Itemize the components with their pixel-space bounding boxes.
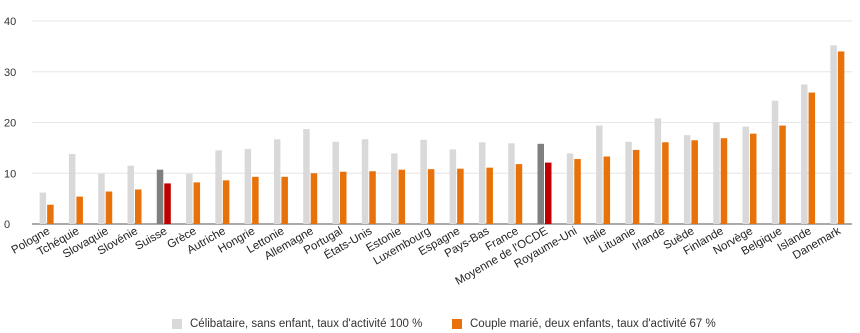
bar-single [478,142,486,224]
bar-couple [662,142,669,224]
bar-couple [779,125,786,224]
bar-couple [340,171,347,224]
y-tick-label: 10 [4,168,16,180]
bar-couple [369,171,376,224]
bar-single [215,150,222,224]
bar-couple [545,162,552,224]
bar-single [156,169,164,224]
legend-item-single: Célibataire, sans enfant, taux d'activit… [172,318,422,330]
bar-couple [486,167,493,224]
bar-couple [457,168,464,224]
legend-label-couple: Couple marié, deux enfants, taux d'activ… [470,318,716,330]
bar-single [713,122,720,224]
bar-single [801,84,808,224]
x-category-label: Irlande [631,225,667,253]
bar-single [361,139,369,224]
y-tick-label: 20 [4,118,16,130]
x-category-label: Suisse [133,225,169,253]
legend-label-single: Célibataire, sans enfant, taux d'activit… [190,318,423,330]
bar-couple [252,176,259,224]
bar-single [508,143,515,224]
bar-couple [837,51,845,225]
bar-single [537,143,544,224]
bar-single [273,139,281,224]
bar-single [98,173,105,224]
bar-single [420,139,427,224]
bars [39,45,845,225]
bar-single [771,100,779,224]
bar-couple [720,138,728,224]
bar-couple [750,133,757,224]
y-axis-ticks: 0 10 20 30 40 [4,16,16,231]
y-tick-label: 0 [4,219,10,231]
bar-couple [515,164,523,224]
bar-single [244,148,252,224]
bar-couple [222,180,230,224]
y-tick-label: 30 [4,67,16,79]
bar-single [742,126,749,224]
bar-couple [135,189,142,224]
bar-couple [574,159,581,224]
legend-swatch-couple [452,319,462,329]
bar-couple [398,169,406,224]
bar-single [566,153,574,224]
bar-couple [47,204,54,224]
bar-single [303,129,310,224]
bar-couple [105,191,113,224]
bar-couple [808,92,816,225]
bar-single [625,141,632,224]
bar-single [391,153,398,224]
grid-lines [32,20,852,225]
x-axis-labels: PologneTchéquieSlovaquieSlovénieSuisseGr… [10,224,843,288]
legend-swatch-single [172,319,182,329]
bar-single [683,135,691,224]
bar-single [830,45,837,224]
bar-couple [632,149,640,224]
bar-single [596,125,603,224]
bar-single [127,165,134,224]
y-tick-label: 40 [4,16,16,28]
bar-single [39,192,47,224]
bar-couple [193,182,201,224]
bar-couple [427,169,435,224]
bar-couple [164,183,171,224]
bar-single [68,153,76,224]
bar-couple [281,176,288,224]
bar-couple [603,156,611,224]
bar-single [186,173,193,224]
bar-couple [691,140,698,224]
legend: Célibataire, sans enfant, taux d'activit… [0,318,860,333]
bar-single [449,149,457,224]
legend-item-couple: Couple marié, deux enfants, taux d'activ… [452,318,716,330]
bar-couple [76,196,83,224]
bar-couple [310,173,318,224]
bar-single [332,141,339,224]
bar-single [654,118,662,224]
